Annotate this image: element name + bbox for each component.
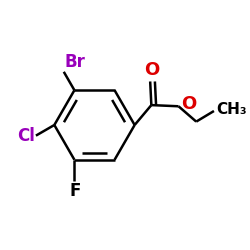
Text: O: O — [144, 61, 159, 79]
Text: CH₃: CH₃ — [216, 102, 247, 117]
Text: F: F — [70, 182, 81, 200]
Text: O: O — [181, 96, 196, 114]
Text: Cl: Cl — [17, 127, 35, 145]
Text: Br: Br — [65, 53, 86, 71]
